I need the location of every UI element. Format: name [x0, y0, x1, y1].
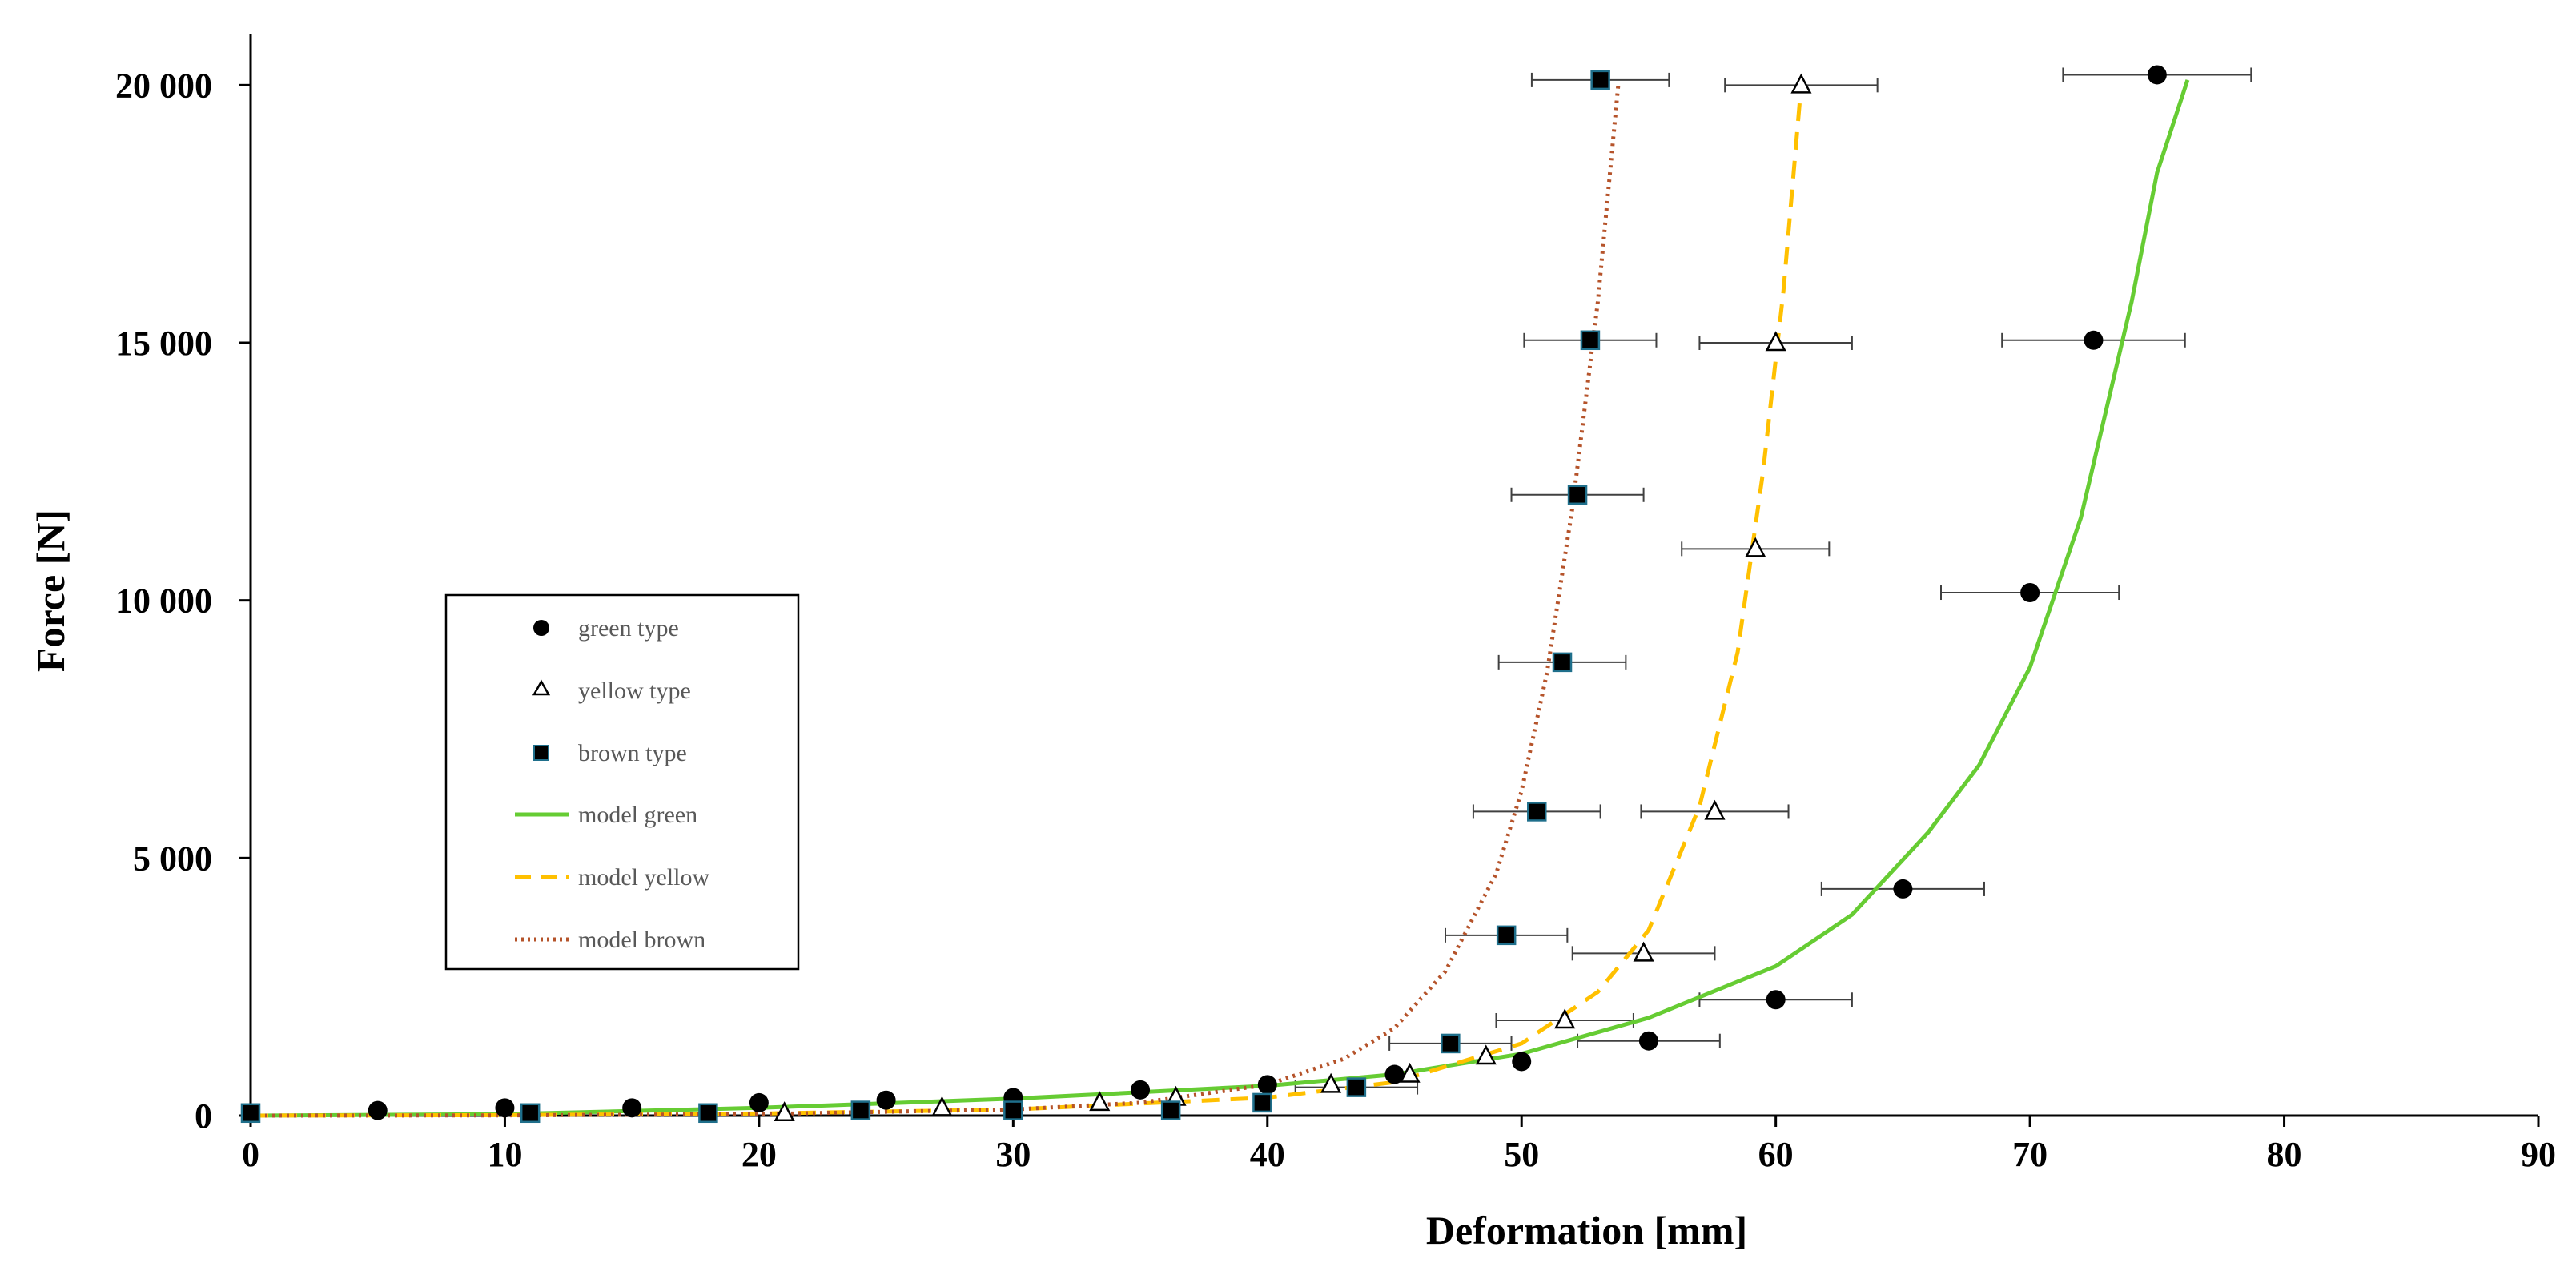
yellow-type-point — [931, 1096, 953, 1116]
brown-type-point — [1346, 1077, 1367, 1097]
yellow-type-point — [1399, 1062, 1421, 1083]
x-tick-label: 50 — [1504, 1135, 1539, 1174]
y-axis-title: Force [N] — [28, 509, 73, 672]
brown-type-point — [520, 1103, 541, 1124]
brown-type-point — [1496, 925, 1517, 946]
legend-box — [444, 593, 800, 971]
y-tick-label: 20 000 — [115, 66, 212, 105]
legend-label-brown-type: brown type — [578, 740, 687, 766]
green-type-point — [1131, 1080, 1151, 1100]
x-tick-label: 40 — [1250, 1135, 1285, 1174]
legend-marker-yellow-type — [532, 679, 551, 696]
brown-type-point — [1160, 1100, 1181, 1120]
yellow-type-point — [1790, 73, 1812, 94]
brown-type-point — [240, 1103, 261, 1124]
brown-type-point — [850, 1100, 871, 1120]
yellow-type-point — [1745, 537, 1766, 557]
y-tick-label: 10 000 — [115, 581, 212, 621]
legend-label-yellow-type: yellow type — [578, 678, 691, 704]
green-type-point — [1384, 1064, 1405, 1084]
green-type-point — [1257, 1075, 1277, 1095]
brown-type-point — [698, 1103, 718, 1124]
brown-type-point — [1580, 330, 1601, 351]
yellow-type-point — [774, 1101, 795, 1122]
y-tick-label: 5 000 — [133, 839, 212, 878]
green-type-point — [876, 1090, 896, 1110]
brown-type-point — [1567, 485, 1588, 505]
green-type-point — [1512, 1052, 1532, 1072]
x-tick-label: 20 — [741, 1135, 777, 1174]
legend-marker-green-type — [533, 620, 549, 636]
legend-marker-brown-type — [533, 745, 549, 761]
legend-label-model-brown: model brown — [578, 927, 705, 953]
yellow-type-point — [1089, 1091, 1111, 1112]
brown-type-point — [1003, 1100, 1023, 1120]
green-type-point — [495, 1098, 515, 1118]
green-type-point — [622, 1098, 642, 1118]
x-tick-label: 90 — [2521, 1135, 2556, 1174]
x-tick-label: 0 — [242, 1135, 259, 1174]
green-type-point — [1893, 879, 1913, 899]
model-green-line — [250, 79, 2190, 1118]
brown-type-point — [1252, 1092, 1272, 1113]
legend: green type yellow type brown type model … — [444, 593, 800, 971]
x-tick-label: 70 — [2012, 1135, 2048, 1174]
data-markers — [240, 65, 2167, 1124]
x-axis-ticks: 0 10 20 30 40 50 60 70 80 90 — [242, 1116, 2556, 1174]
green-type-point — [2020, 583, 2040, 603]
yellow-type-point — [1765, 331, 1786, 352]
y-tick-label: 0 — [195, 1096, 212, 1136]
green-type-point — [1766, 990, 1786, 1010]
yellow-type-point — [1475, 1044, 1497, 1065]
model-lines — [250, 79, 2190, 1118]
x-tick-label: 60 — [1758, 1135, 1794, 1174]
y-axis-ticks: 0 5 000 10 000 15 000 20 000 — [115, 66, 251, 1136]
legend-label-green-type: green type — [578, 615, 679, 642]
x-tick-label: 80 — [2267, 1135, 2302, 1174]
y-tick-label: 15 000 — [115, 324, 212, 363]
brown-type-point — [1527, 802, 1547, 822]
plot-area: 0 10 20 30 40 50 60 70 80 90 0 5 000 10 000 15 000 20… — [115, 34, 2556, 1174]
legend-label-model-yellow: model yellow — [578, 864, 709, 891]
model-yellow-line — [250, 85, 1803, 1118]
yellow-type-point — [1704, 799, 1726, 820]
yellow-type-point — [1554, 1008, 1576, 1029]
x-tick-label: 30 — [995, 1135, 1031, 1174]
brown-type-point — [1590, 70, 1610, 90]
brown-type-point — [1441, 1033, 1461, 1054]
x-tick-label: 10 — [487, 1135, 522, 1174]
green-type-point — [1638, 1031, 1658, 1051]
brown-type-point — [1552, 652, 1573, 673]
model-brown-line — [250, 85, 1621, 1118]
yellow-type-point — [1633, 941, 1654, 962]
legend-label-model-green: model green — [578, 802, 697, 828]
green-type-point — [749, 1092, 769, 1112]
yellow-type-point — [1320, 1072, 1342, 1093]
green-type-point — [2084, 330, 2104, 350]
green-type-point — [368, 1100, 388, 1120]
green-type-point — [2147, 65, 2167, 85]
x-axis-title: Deformation [mm] — [1426, 1208, 1747, 1253]
